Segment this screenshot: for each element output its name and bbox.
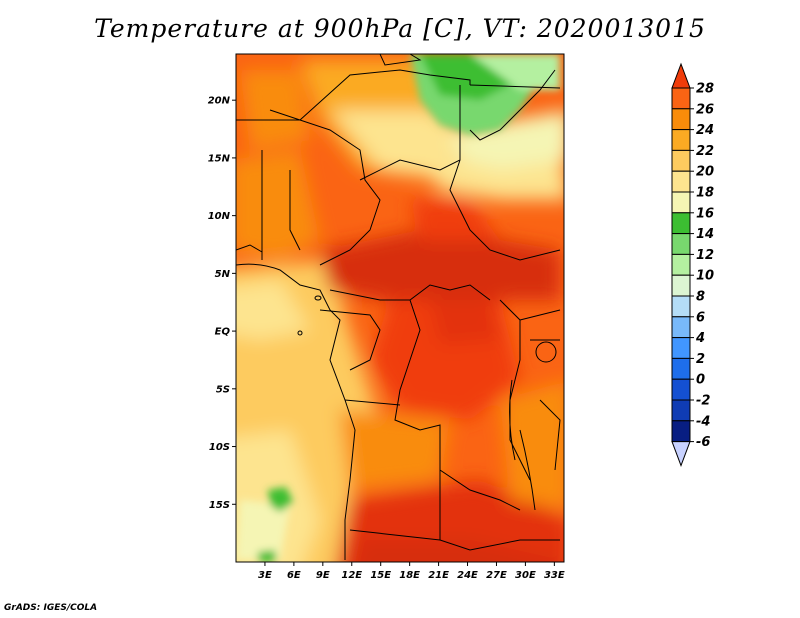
colorbar-bin: [671, 87, 691, 110]
colorbar-label: 24: [696, 123, 714, 138]
lat-tick-label: 5S: [216, 384, 230, 395]
colorbar-bin: [671, 274, 691, 297]
colorbar-label: 26: [696, 102, 714, 117]
colorbar-bin: [671, 191, 691, 214]
colorbar-bin: [671, 253, 691, 276]
grads-credit: GrADS: IGES/COLA: [4, 603, 98, 613]
lon-tick-label: 6E: [287, 570, 301, 581]
colorbar-bin: [671, 129, 691, 151]
colorbar-label: 6: [696, 310, 705, 325]
colorbar-label: 16: [696, 206, 714, 221]
colorbar-label: 22: [696, 144, 714, 159]
colorbar-label: 0: [696, 373, 705, 388]
colorbar-label: 12: [696, 248, 714, 263]
colorbar-bin: [671, 420, 691, 443]
lat-tick-label: 5N: [215, 269, 231, 280]
lon-tick-label: 30E: [515, 570, 536, 581]
colorbar-bin: [671, 357, 691, 380]
lon-tick-label: 24E: [457, 570, 478, 581]
temperature-field: [236, 54, 564, 562]
lat-tick-label: 15S: [209, 500, 230, 511]
colorbar-bin: [671, 108, 691, 131]
colorbar-label: 10: [696, 269, 714, 284]
lon-tick-label: 3E: [258, 570, 272, 581]
lon-tick-label: 21E: [428, 570, 449, 581]
colorbar-bin: [671, 170, 691, 193]
colorbar-bin: [671, 399, 691, 422]
colorbar-bin: [671, 378, 691, 401]
colorbar-top-arrow: [671, 62, 691, 89]
lat-tick-label: EQ: [215, 327, 231, 338]
latitude-axis: 20N 15N 10N 5N EQ 5S 10S 15S: [208, 96, 236, 511]
colorbar-bin: [671, 212, 691, 235]
lon-tick-label: 27E: [486, 570, 507, 581]
colorbar-label: -6: [696, 435, 710, 450]
colorbar-bin: [671, 337, 691, 359]
colorbar-bin: [671, 316, 691, 339]
country-borders: [236, 54, 561, 560]
colorbar-label: -4: [696, 414, 710, 429]
lon-tick-label: 33E: [544, 570, 565, 581]
colorbar-bin: [671, 149, 691, 172]
lon-tick-label: 12E: [341, 570, 362, 581]
colorbar-label: 18: [696, 186, 714, 201]
map-frame: [235, 53, 565, 563]
colorbar-label: 14: [696, 227, 714, 242]
colorbar-label: 8: [696, 290, 705, 305]
colorbar-label: 20: [696, 165, 714, 180]
colorbar-bin: [671, 295, 691, 318]
colorbar-bottom-arrow: [671, 441, 691, 468]
lat-tick-label: 10S: [209, 442, 230, 453]
lat-tick-label: 15N: [208, 153, 231, 164]
colorbar-bin: [671, 233, 691, 255]
colorbar-label: 28: [696, 82, 714, 97]
colorbar-label: 4: [695, 331, 705, 346]
lon-tick-label: 15E: [370, 570, 391, 581]
lakes: [297, 295, 557, 511]
colorbar-label: -2: [696, 394, 710, 409]
longitude-axis: 3E 6E 9E 12E 15E 18E 21E 24E 27E 30E 33E: [258, 562, 565, 581]
lon-tick-label: 9E: [316, 570, 330, 581]
colorbar-label: 2: [696, 352, 705, 367]
lat-tick-label: 20N: [208, 96, 231, 107]
lon-tick-label: 18E: [399, 570, 420, 581]
lat-tick-label: 10N: [208, 211, 231, 222]
chart-title: Temperature at 900hPa [C], VT: 202001301…: [94, 14, 706, 43]
